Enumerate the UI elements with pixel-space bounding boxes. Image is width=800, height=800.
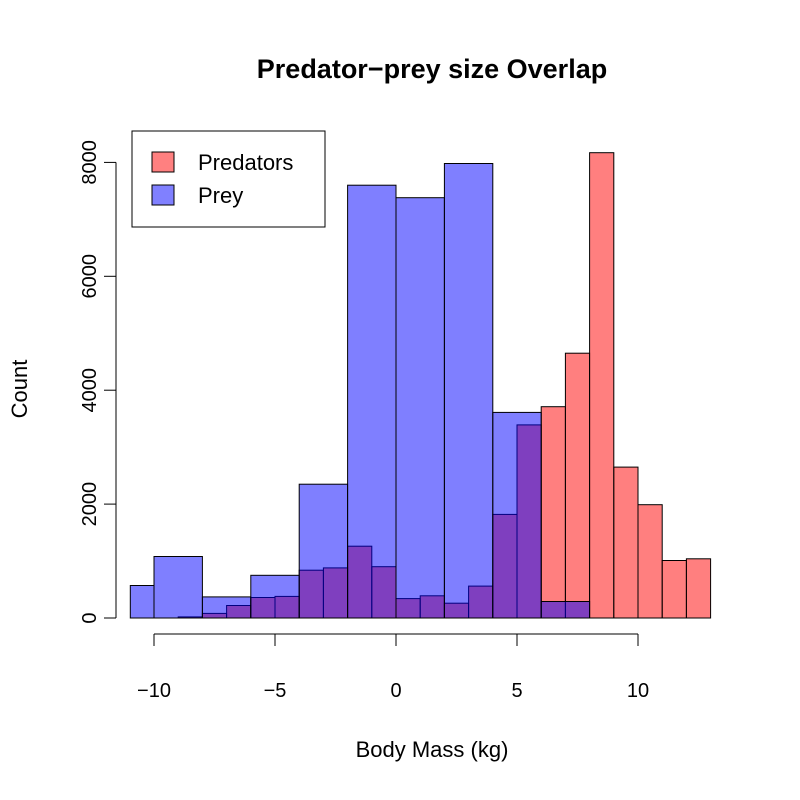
x-tick-label: 5 bbox=[511, 680, 522, 702]
prey-bar bbox=[201, 596, 252, 619]
y-axis: 0 2000 4000 6000 8000 bbox=[79, 140, 117, 624]
prey-bar bbox=[395, 197, 445, 619]
x-axis-label: Body Mass (kg) bbox=[356, 737, 509, 762]
chart-title: Predator−prey size Overlap bbox=[257, 54, 607, 84]
legend-box bbox=[131, 130, 326, 228]
x-tick-label: −10 bbox=[137, 680, 171, 702]
x-tick-label: −5 bbox=[264, 680, 287, 702]
y-tick-label: 2000 bbox=[79, 482, 101, 526]
y-tick-label: 8000 bbox=[79, 140, 101, 185]
prey-bar bbox=[347, 184, 397, 619]
predator-bar bbox=[540, 406, 566, 619]
x-tick-label: 10 bbox=[627, 680, 649, 702]
predator-bar bbox=[685, 558, 712, 619]
prey-bar bbox=[129, 585, 155, 619]
y-axis-label: Count bbox=[7, 360, 32, 419]
x-axis: −10 −5 0 5 10 bbox=[137, 633, 649, 702]
y-tick-label: 6000 bbox=[79, 254, 101, 299]
prey-bar bbox=[153, 556, 203, 619]
x-tick-label: 0 bbox=[390, 680, 401, 702]
predator-bar bbox=[637, 504, 663, 619]
prey-bar bbox=[492, 411, 542, 619]
prey-bar bbox=[298, 483, 349, 619]
predator-bar bbox=[613, 466, 639, 619]
legend-swatch-predators bbox=[151, 151, 175, 173]
predator-bar bbox=[564, 352, 591, 619]
predator-bar bbox=[661, 560, 687, 619]
legend: Predators Prey bbox=[131, 130, 326, 228]
y-tick-label: 4000 bbox=[79, 368, 101, 413]
prey-bars-group bbox=[129, 163, 591, 619]
legend-swatch-prey bbox=[151, 184, 175, 206]
prey-bar bbox=[250, 574, 300, 619]
legend-label-prey: Prey bbox=[198, 183, 243, 208]
prey-bar bbox=[443, 163, 494, 619]
y-tick-label: 0 bbox=[79, 612, 101, 623]
predator-bar bbox=[589, 152, 615, 619]
prey-bar bbox=[540, 601, 591, 619]
legend-label-predators: Predators bbox=[198, 150, 293, 175]
